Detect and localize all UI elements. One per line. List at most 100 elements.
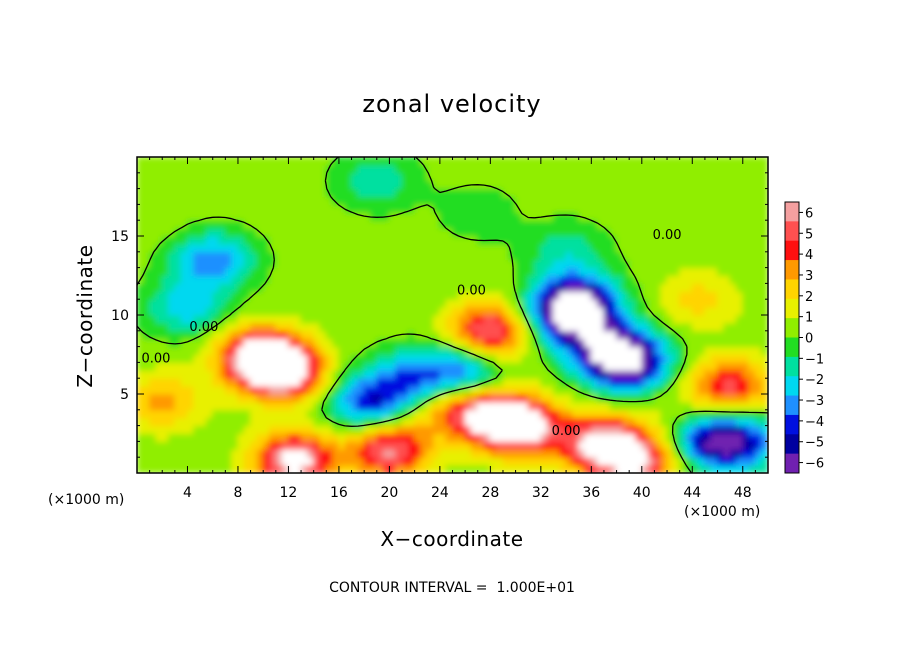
field-cell (754, 417, 763, 427)
field-cell (559, 251, 567, 261)
field-cell (590, 456, 599, 466)
field-cell (515, 369, 523, 379)
field-cell (357, 267, 365, 276)
field-cell (420, 267, 428, 276)
field-cell (723, 157, 731, 166)
field-cell (445, 219, 453, 229)
field-cell (521, 448, 529, 458)
field-cell (269, 219, 277, 229)
field-cell (445, 196, 453, 205)
field-cell (729, 157, 737, 166)
field-cell (338, 393, 346, 403)
field-cell (616, 369, 624, 379)
field-cell (218, 298, 226, 308)
field-cell (250, 259, 258, 269)
field-cell (224, 251, 233, 261)
field-cell (452, 227, 460, 237)
field-cell (634, 259, 643, 269)
field-cell (376, 267, 384, 276)
field-cell (729, 401, 737, 411)
field-cell (351, 433, 359, 442)
field-cell (199, 172, 207, 182)
colorbar-swatch (785, 414, 799, 435)
field-cell (653, 433, 662, 442)
field-cell (313, 164, 321, 174)
field-cell (243, 290, 252, 300)
field-cell (142, 188, 151, 197)
field-cell (344, 164, 353, 174)
field-cell (717, 409, 725, 419)
field-cell (622, 180, 630, 190)
field-cell (723, 330, 731, 340)
field-cell (407, 235, 416, 245)
field-cell (243, 314, 252, 324)
field-cell (698, 235, 706, 245)
field-cell (477, 346, 485, 355)
field-cell (332, 196, 340, 205)
field-cell (748, 361, 756, 371)
field-cell (376, 196, 384, 205)
field-cell (180, 180, 188, 190)
field-cell (332, 433, 340, 442)
field-cell (338, 361, 346, 371)
field-cell (704, 243, 712, 253)
field-cell (483, 456, 491, 466)
field-cell (698, 259, 706, 269)
field-cell (363, 157, 371, 166)
field-cell (489, 243, 498, 253)
field-cell (634, 180, 643, 190)
field-cell (578, 425, 586, 434)
field-cell (275, 338, 283, 348)
field-cell (584, 211, 592, 221)
field-cell (332, 425, 340, 434)
field-cell (578, 401, 586, 411)
field-cell (515, 440, 523, 450)
field-cell (388, 243, 397, 253)
field-cell (137, 330, 144, 340)
field-cell (470, 385, 479, 395)
field-cell (306, 251, 315, 261)
field-cell (332, 322, 340, 332)
field-cell (338, 464, 346, 473)
field-cell (470, 243, 479, 253)
field-cell (698, 290, 706, 300)
field-cell (193, 267, 201, 276)
field-cell (363, 346, 371, 355)
field-cell (672, 433, 681, 442)
field-cell (433, 188, 441, 197)
field-cell (262, 196, 271, 205)
field-cell (369, 433, 378, 442)
field-cell (660, 275, 668, 284)
field-cell (729, 235, 737, 245)
field-cell (174, 361, 182, 371)
field-cell (540, 377, 548, 387)
field-cell (275, 330, 283, 340)
field-cell (672, 330, 681, 340)
field-cell (729, 361, 737, 371)
field-cell (534, 346, 542, 355)
field-cell (761, 393, 768, 403)
field-cell (256, 322, 264, 332)
field-cell (357, 180, 365, 190)
field-cell (357, 385, 365, 395)
field-cell (597, 243, 605, 253)
field-cell (641, 361, 649, 371)
field-cell (401, 188, 409, 197)
field-cell (369, 251, 378, 261)
field-cell (445, 306, 453, 316)
field-cell (319, 448, 327, 458)
field-cell (584, 338, 592, 348)
field-cell (521, 251, 529, 261)
field-cell (653, 196, 662, 205)
field-cell (199, 211, 207, 221)
field-cell (376, 393, 384, 403)
field-cell (616, 346, 624, 355)
field-cell (679, 440, 687, 450)
field-cell (376, 425, 384, 434)
field-cell (489, 322, 498, 332)
field-cell (685, 211, 693, 221)
field-cell (237, 369, 245, 379)
field-cell (420, 425, 428, 434)
field-cell (351, 275, 359, 284)
field-cell (603, 267, 611, 276)
